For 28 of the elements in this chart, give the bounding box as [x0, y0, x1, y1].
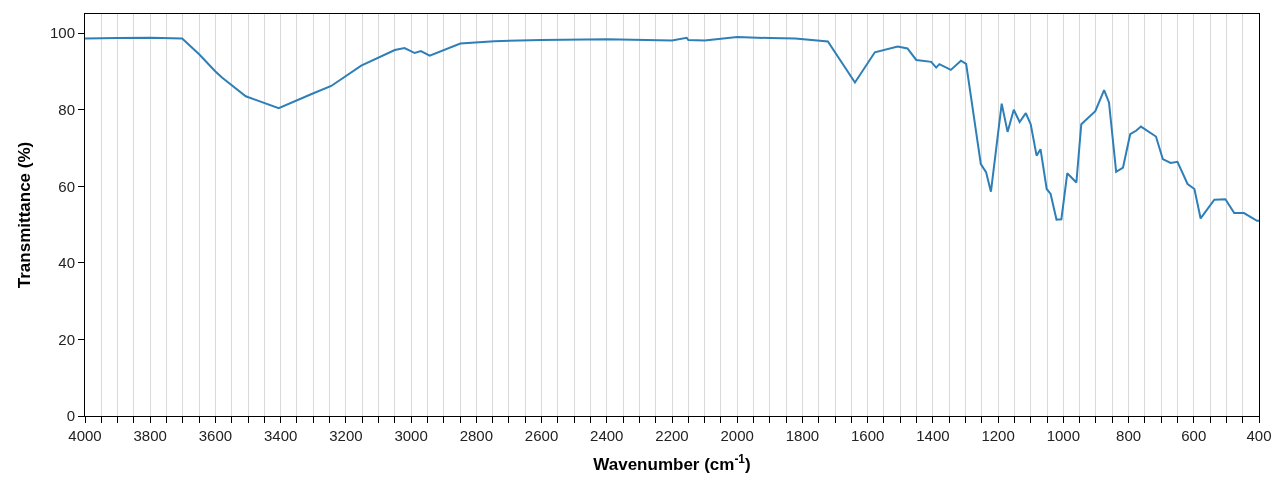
- x-tick-label: 1600: [850, 427, 885, 444]
- y-tick-label: 40: [58, 254, 75, 272]
- x-tick-label: 1000: [1046, 427, 1081, 444]
- x-tick-label: 2200: [655, 427, 689, 444]
- x-tick-label: 600: [1181, 427, 1207, 444]
- y-tick-label: 0: [66, 407, 75, 425]
- x-tick-label: 3000: [394, 427, 428, 444]
- x-tick-label: 2000: [720, 427, 754, 444]
- y-axis-title: Transmittance (%): [14, 141, 34, 289]
- x-tick-label: 2800: [459, 427, 494, 444]
- line-series: [85, 35, 1259, 222]
- y-tick-label: 100: [49, 24, 75, 42]
- x-tick-label: 3200: [329, 427, 363, 444]
- y-tick-label: 20: [58, 330, 75, 348]
- y-tick-label: 60: [58, 177, 75, 195]
- x-tick-label: 2600: [524, 427, 559, 444]
- x-tick-label: 4000: [68, 427, 102, 444]
- x-tick-label: 1800: [785, 427, 820, 444]
- x-tick-label: 400: [1246, 427, 1272, 444]
- x-tick-label: 3600: [198, 427, 233, 444]
- x-tick-label: 3800: [133, 427, 167, 444]
- x-axis-title: Wavenumber (cm$^{-1}$): [593, 452, 751, 475]
- x-tick-label: 1200: [981, 427, 1015, 444]
- x-tick-label: 3400: [263, 427, 298, 444]
- x-tick-label: 1400: [916, 427, 950, 444]
- x-tick-label: 2400: [590, 427, 624, 444]
- y-tick-label: 80: [58, 100, 75, 118]
- x-tick-label: 800: [1116, 427, 1142, 444]
